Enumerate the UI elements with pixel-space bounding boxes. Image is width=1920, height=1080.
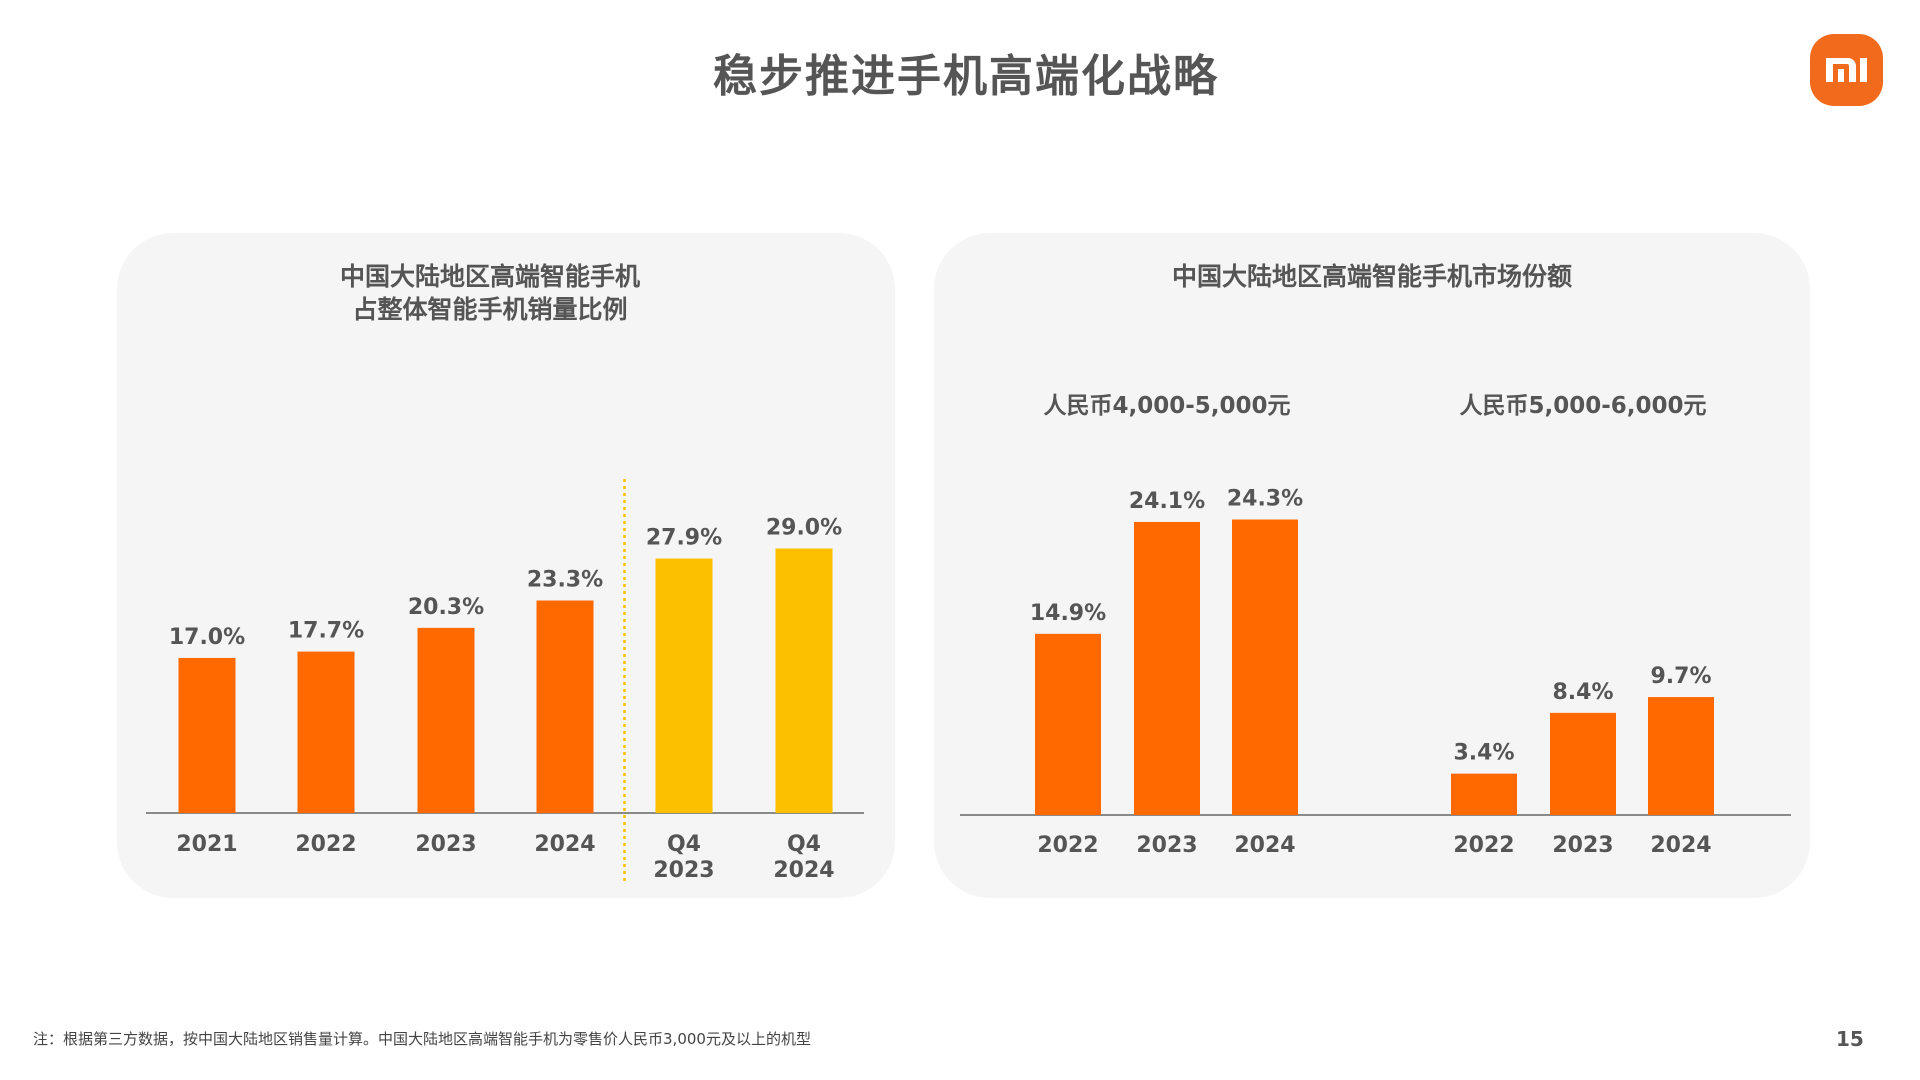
x-tick-label: 2023 xyxy=(1136,833,1197,858)
data-label: 24.3% xyxy=(1227,487,1303,512)
data-label: 17.0% xyxy=(169,625,245,650)
x-tick-label: Q4 xyxy=(787,832,821,857)
x-tick-label: 2021 xyxy=(176,832,237,857)
bar-0 xyxy=(178,657,236,813)
x-tick-label: 2023 xyxy=(415,832,476,857)
x-tick-label: 2023 xyxy=(1552,833,1613,858)
data-label: 29.0% xyxy=(766,516,842,541)
bar-2 xyxy=(417,627,475,813)
bar-0-2 xyxy=(1232,519,1298,815)
bar-4 xyxy=(655,558,713,813)
x-tick-label: 2022 xyxy=(1037,833,1098,858)
x-tick-label: 2022 xyxy=(1453,833,1514,858)
x-tick-label: 2024 xyxy=(534,832,595,857)
group-label: 人民币4,000-5,000元 xyxy=(1043,393,1290,419)
data-label: 14.9% xyxy=(1030,601,1106,626)
page-title: 稳步推进手机高端化战略 xyxy=(713,51,1219,102)
data-label: 17.7% xyxy=(288,619,364,644)
mi-logo-icon xyxy=(1826,58,1867,82)
bar-3 xyxy=(536,600,594,813)
page-number: 15 xyxy=(1836,1027,1864,1051)
bar-0-0 xyxy=(1035,633,1101,815)
x-tick-label: 2023 xyxy=(653,858,714,883)
bar-1-2 xyxy=(1648,697,1714,815)
bar-0-1 xyxy=(1134,521,1200,815)
left-chart-title-line-1: 中国大陆地区高端智能手机 xyxy=(339,262,640,291)
bar-5 xyxy=(775,548,833,813)
data-label: 20.3% xyxy=(408,595,484,620)
x-tick-label: 2024 xyxy=(773,858,834,883)
bar-1 xyxy=(297,651,355,813)
x-tick-label: 2024 xyxy=(1234,833,1295,858)
x-tick-label: 2024 xyxy=(1650,833,1711,858)
right-chart-title: 中国大陆地区高端智能手机市场份额 xyxy=(1171,262,1572,291)
bar-1-1 xyxy=(1550,712,1616,815)
data-label: 9.7% xyxy=(1650,664,1711,689)
left-chart-title: 中国大陆地区高端智能手机 占整体智能手机销量比例 xyxy=(117,260,863,326)
left-chart-title-line-2: 占整体智能手机销量比例 xyxy=(352,295,628,324)
data-label: 3.4% xyxy=(1453,741,1514,766)
data-label: 23.3% xyxy=(527,568,603,593)
footnote: 注：根据第三方数据，按中国大陆地区销售量计算。中国大陆地区高端智能手机为零售价人… xyxy=(33,1030,811,1048)
data-label: 27.9% xyxy=(646,526,722,551)
group-label: 人民币5,000-6,000元 xyxy=(1459,393,1706,419)
x-tick-label: 2022 xyxy=(295,832,356,857)
left-chart-panel xyxy=(117,233,895,898)
x-tick-label: Q4 xyxy=(667,832,701,857)
xiaomi-logo xyxy=(1810,34,1883,106)
data-label: 24.1% xyxy=(1129,489,1205,514)
bar-1-0 xyxy=(1451,773,1517,815)
data-label: 8.4% xyxy=(1552,680,1613,705)
